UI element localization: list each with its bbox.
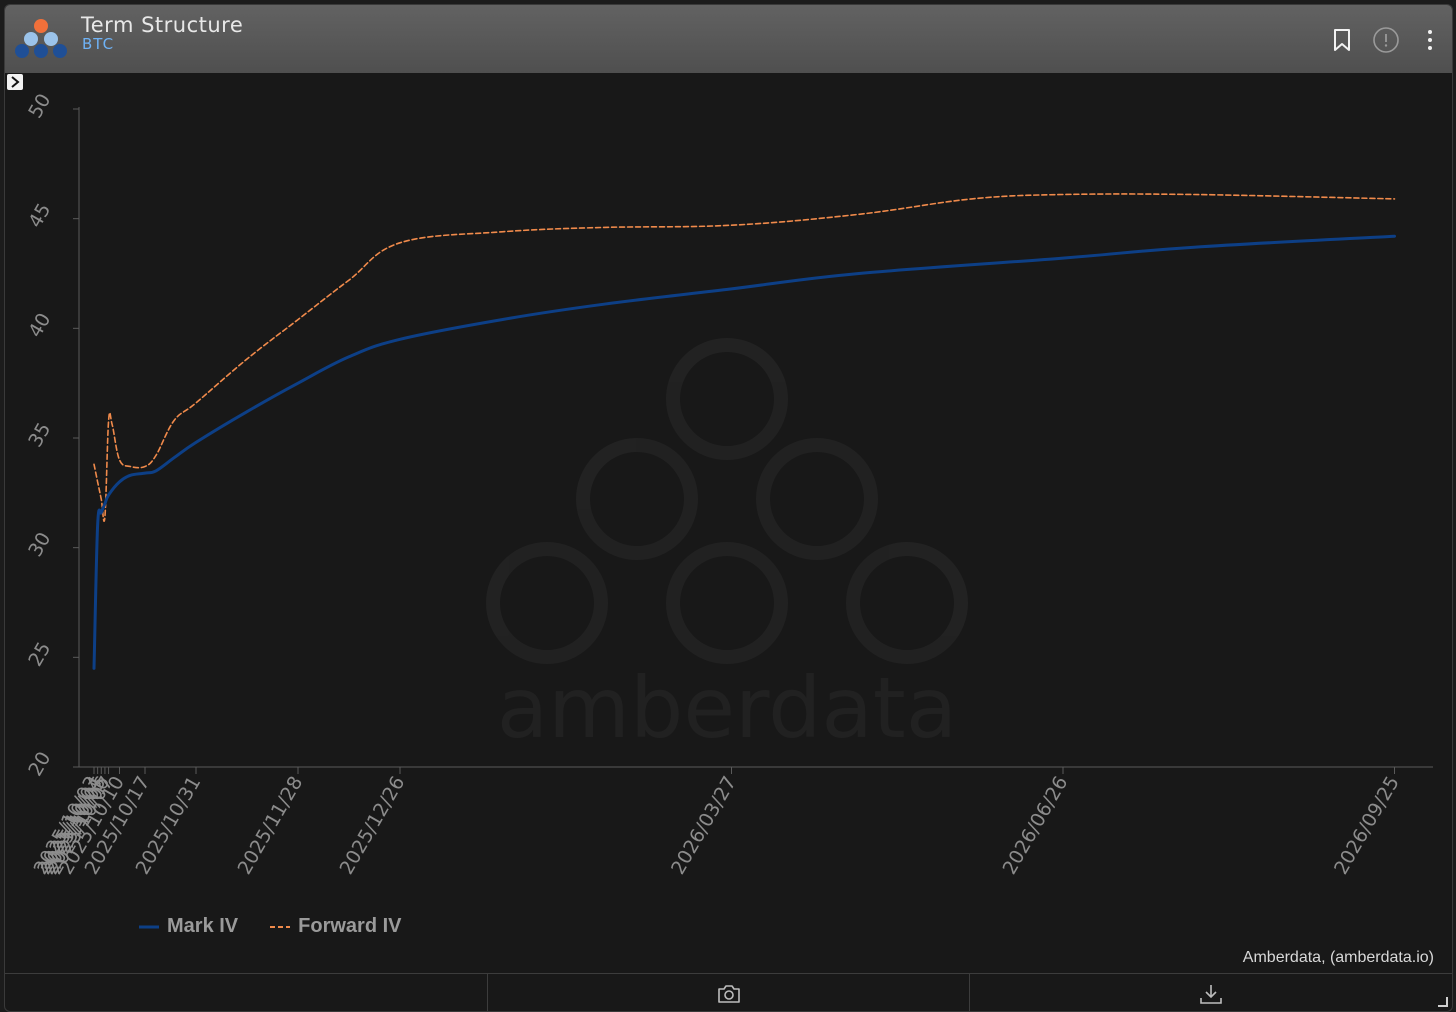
footer-cell-empty bbox=[5, 974, 488, 1011]
camera-icon bbox=[717, 985, 740, 1003]
chevron-right-icon[interactable] bbox=[7, 74, 23, 90]
y-tick-label-40: 40 bbox=[24, 309, 55, 341]
term-structure-chart: amberdata 202530354045502025/10/032025/1… bbox=[24, 90, 1433, 879]
series-line-mark-iv bbox=[92, 234, 1396, 670]
x-tick-label-12: 2026/09/25 bbox=[1330, 773, 1404, 879]
widget-title: Term Structure bbox=[81, 13, 244, 37]
amberdata-logo-icon bbox=[15, 19, 67, 58]
download-button[interactable] bbox=[970, 974, 1452, 1011]
legend-swatch-mark-iv bbox=[139, 925, 159, 928]
legend-item-mark-iv[interactable]: Mark IV bbox=[139, 915, 238, 938]
y-tick-label-45: 45 bbox=[24, 200, 55, 232]
bookmark-icon[interactable] bbox=[1327, 25, 1357, 55]
legend-label-mark-iv: Mark IV bbox=[167, 915, 239, 937]
watermark-text: amberdata bbox=[497, 659, 958, 757]
x-tick-label-8: 2025/11/28 bbox=[234, 773, 308, 879]
y-tick-label-35: 35 bbox=[24, 419, 55, 451]
info-icon[interactable] bbox=[1371, 25, 1401, 55]
widget-subtitle: BTC bbox=[82, 35, 115, 53]
source-credit: Amberdata, (amberdata.io) bbox=[1242, 949, 1434, 966]
series-line-forward-iv bbox=[93, 193, 1396, 522]
legend-label-forward-iv: Forward IV bbox=[298, 915, 402, 937]
legend-swatch-forward-iv bbox=[270, 925, 291, 928]
widget-footer bbox=[5, 973, 1452, 1011]
x-tick-label-10: 2026/03/27 bbox=[667, 773, 741, 879]
widget-header: Term Structure BTC bbox=[5, 5, 1452, 73]
chart-widget: Term Structure BTC bbox=[4, 4, 1453, 1012]
screenshot-button[interactable] bbox=[488, 974, 971, 1011]
x-tick-label-9: 2025/12/26 bbox=[336, 773, 410, 879]
y-tick-label-50: 50 bbox=[24, 90, 55, 122]
download-icon bbox=[1200, 985, 1222, 1004]
legend-item-forward-iv[interactable]: Forward IV bbox=[270, 915, 402, 938]
x-tick-label-11: 2026/06/26 bbox=[999, 773, 1073, 879]
chart-legend: Mark IV Forward IV bbox=[139, 915, 402, 938]
resize-handle[interactable] bbox=[1438, 997, 1448, 1007]
y-tick-label-30: 30 bbox=[24, 529, 55, 561]
watermark-logo: amberdata bbox=[486, 338, 968, 757]
more-vertical-icon[interactable] bbox=[1415, 25, 1445, 55]
y-tick-label-20: 20 bbox=[24, 748, 55, 780]
y-tick-label-25: 25 bbox=[24, 638, 55, 670]
